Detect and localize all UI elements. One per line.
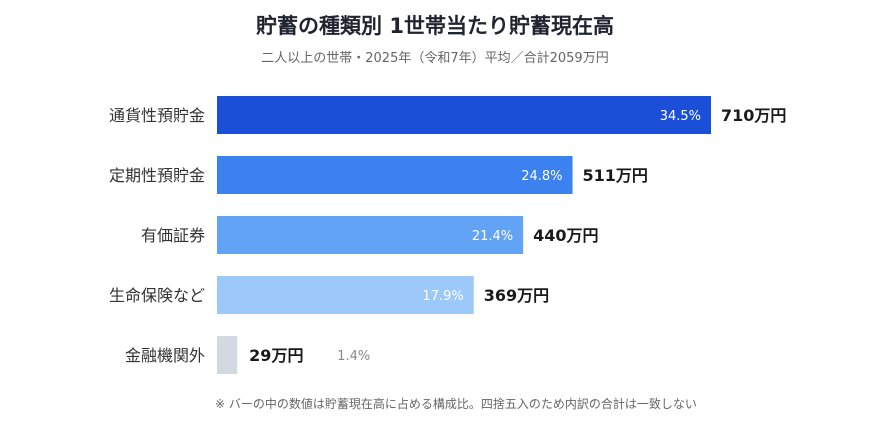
- category-label: 定期性預貯金: [109, 166, 205, 185]
- chart-title: 貯蓄の種類別 1世帯当たり貯蓄現在高: [256, 14, 614, 38]
- category-label: 生命保険など: [109, 286, 205, 305]
- bar: [217, 276, 474, 314]
- share-label: 21.4%: [472, 229, 513, 244]
- chart-subtitle: 二人以上の世帯・2025年（令和7年）平均／合計2059万円: [261, 51, 609, 66]
- value-label: 369万円: [484, 286, 549, 305]
- share-label: 17.9%: [422, 289, 463, 304]
- share-label: 1.4%: [337, 349, 370, 364]
- bar: [217, 96, 711, 134]
- value-label: 29万円: [249, 346, 303, 365]
- footnote: ※ バーの中の数値は貯蓄現在高に占める構成比。四捨五入のため内訳の合計は一致しな…: [215, 397, 697, 411]
- category-label: 有価証券: [141, 226, 205, 245]
- value-label: 440万円: [533, 226, 598, 245]
- value-label: 511万円: [583, 166, 648, 185]
- bar: [217, 216, 524, 254]
- category-label: 通貨性預貯金: [109, 106, 205, 125]
- value-label: 710万円: [721, 106, 786, 125]
- bar: [217, 336, 238, 374]
- share-label: 34.5%: [660, 109, 701, 124]
- bar: [217, 156, 573, 194]
- category-label: 金融機関外: [125, 346, 205, 365]
- share-label: 24.8%: [521, 169, 562, 184]
